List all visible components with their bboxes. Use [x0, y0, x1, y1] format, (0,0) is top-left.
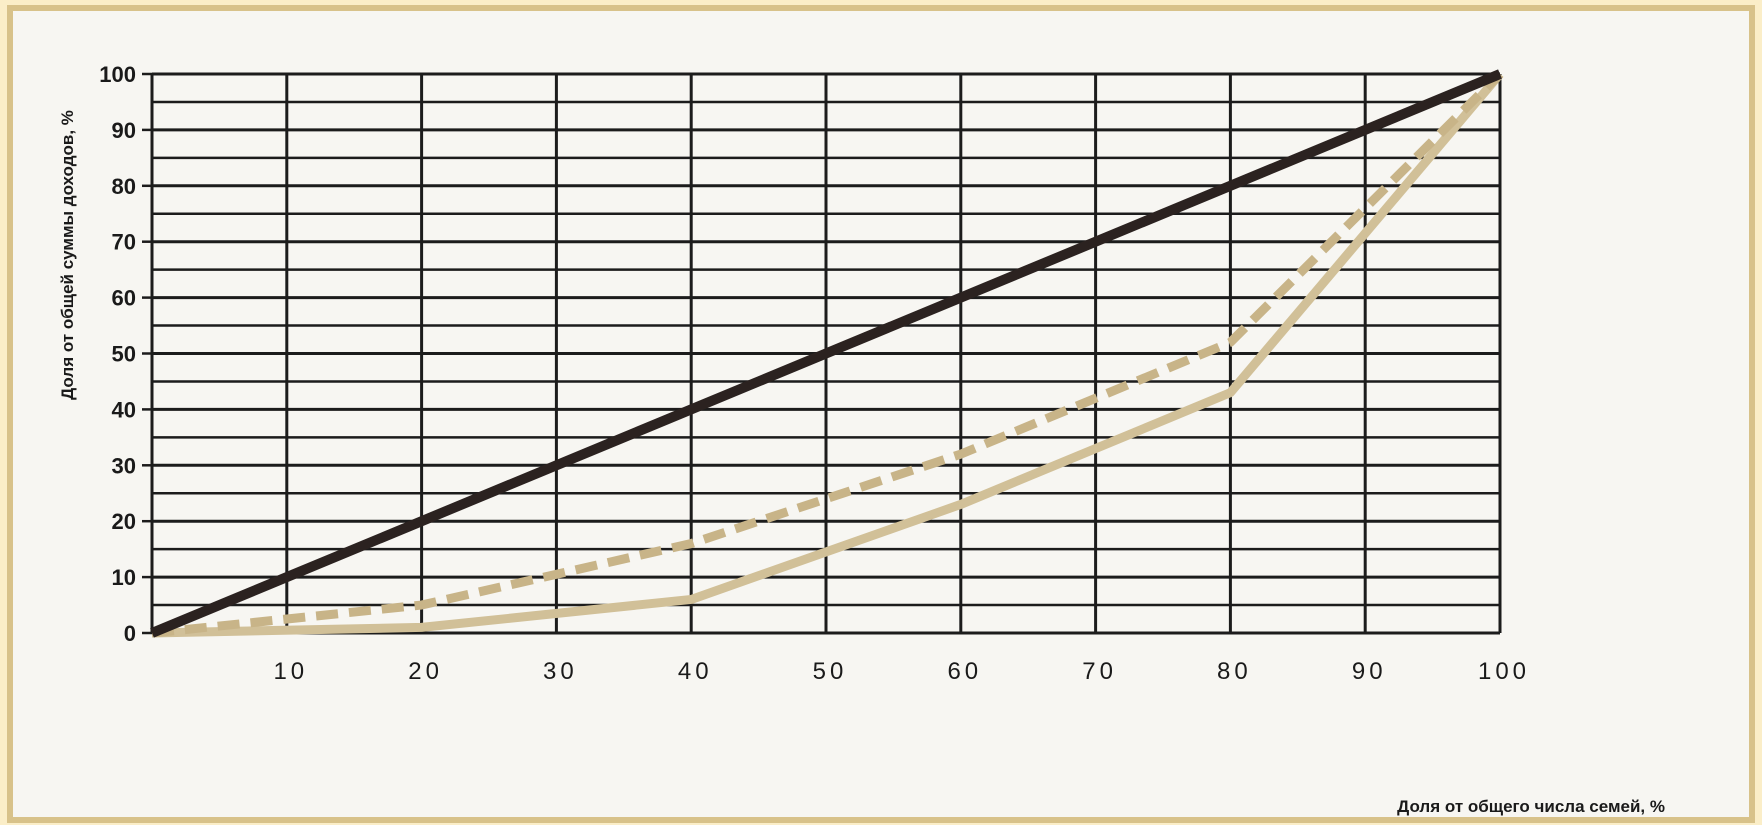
x-tick-label: 30	[543, 658, 578, 685]
grid	[142, 72, 1502, 635]
figure-background	[7, 5, 1755, 823]
y-tick-label: 100	[99, 62, 136, 87]
x-tick-label: 90	[1352, 658, 1387, 685]
x-tick-label: 10	[273, 658, 308, 685]
y-tick-label: 50	[112, 342, 136, 367]
y-tick-label: 70	[112, 230, 136, 255]
x-axis-title: Доля от общего числа семей, %	[1397, 797, 1665, 816]
y-tick-labels: 0 10 20 30 40 50 60 70 80 90 100	[99, 62, 136, 646]
series-layer	[150, 69, 1504, 638]
y-tick-label: 40	[112, 397, 136, 422]
x-tick-labels: 10 20 30 40 50 60 70 80 90 100	[273, 658, 1530, 685]
y-tick-label: 20	[112, 509, 136, 534]
series-line-solid-2	[151, 71, 1504, 638]
y-tick-label: 30	[112, 453, 136, 478]
y-tick-label: 90	[112, 118, 136, 143]
y-tick-label: 0	[124, 621, 136, 646]
x-tick-label: 100	[1478, 658, 1530, 685]
y-tick-label: 10	[112, 565, 136, 590]
x-tick-label: 80	[1217, 658, 1252, 685]
x-tick-label: 60	[947, 658, 982, 685]
x-tick-label: 70	[1082, 658, 1117, 685]
y-axis-title: Доля от общей суммы доходов, %	[58, 110, 77, 400]
x-tick-label: 50	[813, 658, 848, 685]
series-line-solid-0	[150, 69, 1502, 638]
y-tick-label: 80	[112, 174, 136, 199]
y-tick-label: 60	[112, 286, 136, 311]
x-tick-label: 20	[408, 658, 443, 685]
x-tick-label: 40	[678, 658, 713, 685]
